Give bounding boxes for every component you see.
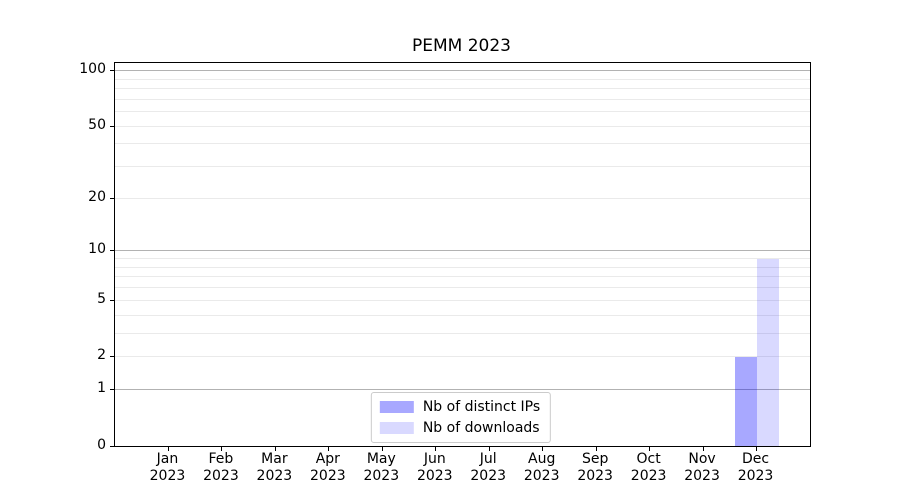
y-tick-label: 0 <box>97 436 106 453</box>
x-tick <box>435 446 437 451</box>
y-tick <box>110 445 115 447</box>
gridline-minor <box>115 197 810 199</box>
x-tick-label: Dec 2023 <box>737 451 774 484</box>
chart-title: PEMM 2023 <box>412 36 511 56</box>
gridline-major <box>115 250 810 252</box>
x-tick <box>381 446 383 451</box>
legend-item: Nb of downloads <box>379 420 540 436</box>
y-tick-label: 20 <box>88 188 106 205</box>
gridline-minor <box>115 356 810 358</box>
y-tick <box>110 389 115 391</box>
x-tick <box>274 446 276 451</box>
x-tick-label: Apr 2023 <box>310 451 346 484</box>
legend: Nb of distinct IPs Nb of downloads <box>370 392 552 443</box>
x-tick <box>702 446 704 451</box>
x-tick-label: Mar 2023 <box>256 451 293 484</box>
legend-swatch <box>379 422 414 434</box>
gridline-minor <box>115 258 810 260</box>
plot-area <box>110 62 811 451</box>
y-tick-label: 50 <box>88 116 106 133</box>
gridline-minor <box>115 287 810 289</box>
x-tick-label: May 2023 <box>363 451 400 484</box>
gridline-minor <box>115 143 810 145</box>
gridline-minor <box>115 299 810 301</box>
gridline-minor <box>115 266 810 268</box>
bar-nb-of-distinct-ips <box>734 356 757 446</box>
x-tick <box>595 446 597 451</box>
y-tick <box>110 250 115 252</box>
y-tick <box>110 356 115 358</box>
bar-nb-of-downloads <box>756 258 779 446</box>
x-tick <box>542 446 544 451</box>
x-tick <box>756 446 758 451</box>
gridline-major <box>115 389 810 391</box>
gridline-minor <box>115 166 810 168</box>
x-tick <box>167 446 169 451</box>
y-tick-label: 10 <box>88 241 106 258</box>
x-tick-label: Nov 2023 <box>684 451 720 484</box>
gridline-minor <box>115 314 810 316</box>
x-tick-label: Jul 2023 <box>470 451 507 484</box>
y-tick-label: 2 <box>97 347 106 364</box>
gridline-minor <box>115 111 810 113</box>
y-tick-label: 1 <box>97 380 106 397</box>
gridline-minor <box>115 98 810 100</box>
y-tick-label: 100 <box>79 61 106 78</box>
legend-swatch <box>379 401 414 413</box>
legend-label: Nb of distinct IPs <box>422 399 541 415</box>
x-tick-label: Jan 2023 <box>149 451 186 484</box>
gridline-minor <box>115 78 810 80</box>
gridline-minor <box>115 88 810 90</box>
y-tick-label: 5 <box>97 290 106 307</box>
x-tick <box>221 446 223 451</box>
y-tick <box>110 125 115 127</box>
gridline-minor <box>115 276 810 278</box>
x-tick <box>488 446 490 451</box>
legend-label: Nb of downloads <box>422 420 540 436</box>
gridline-minor <box>115 332 810 334</box>
y-tick <box>110 299 115 301</box>
x-tick <box>328 446 330 451</box>
x-tick-label: Oct 2023 <box>630 451 667 484</box>
x-tick-label: Feb 2023 <box>203 451 239 484</box>
y-tick <box>110 70 115 72</box>
gridline-major <box>115 70 810 72</box>
x-tick <box>649 446 651 451</box>
x-tick-label: Sep 2023 <box>577 451 613 484</box>
y-tick <box>110 197 115 199</box>
x-tick-label: Jun 2023 <box>416 451 453 484</box>
legend-item: Nb of distinct IPs <box>379 399 541 415</box>
x-tick-label: Aug 2023 <box>523 451 560 484</box>
gridline-minor <box>115 125 810 127</box>
